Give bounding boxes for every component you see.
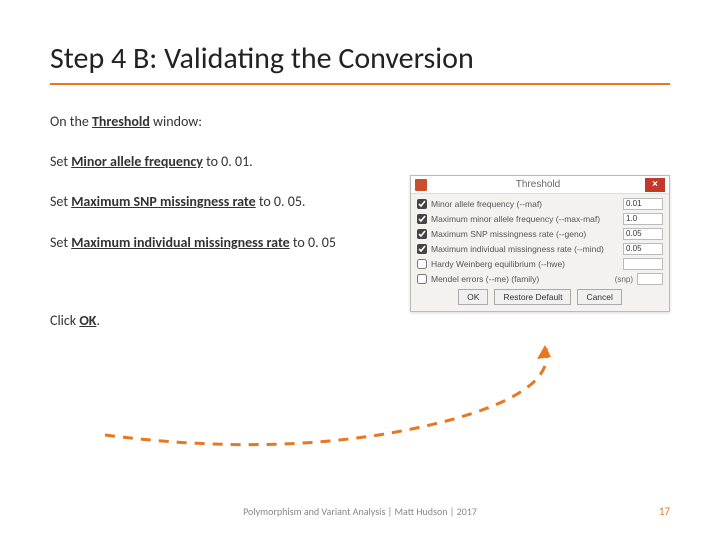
ok-button[interactable]: OK bbox=[458, 289, 488, 305]
slide-title: Step 4 B: Validating the Conversion bbox=[50, 40, 670, 77]
field-me-snp[interactable] bbox=[637, 273, 663, 285]
label: Minor allele frequency (--maf) bbox=[431, 199, 619, 209]
bold: Maximum SNP missingness rate bbox=[71, 193, 255, 210]
field-hwe[interactable] bbox=[623, 258, 663, 270]
text: to 0. 01. bbox=[203, 153, 253, 170]
instruction-intro: On the Threshold window: bbox=[50, 113, 390, 131]
threshold-dialog: Threshold × Minor allele frequency (--ma… bbox=[410, 175, 670, 312]
bold: OK bbox=[79, 312, 96, 329]
close-icon[interactable]: × bbox=[645, 178, 665, 192]
label: Hardy Weinberg equilibrium (--hwe) bbox=[431, 259, 619, 269]
title-underline bbox=[50, 83, 670, 85]
dialog-body: Minor allele frequency (--maf) 0.01 Maxi… bbox=[411, 194, 669, 311]
label: Maximum individual missingness rate (--m… bbox=[431, 244, 619, 254]
footer-text: Polymorphism and Variant Analysis | Matt… bbox=[0, 505, 720, 518]
sublabel-snp: (snp) bbox=[615, 275, 633, 284]
checkbox-mind[interactable] bbox=[417, 244, 427, 254]
text: to 0. 05 bbox=[290, 234, 336, 251]
text: Set bbox=[50, 193, 71, 210]
field-maxmaf[interactable]: 1.0 bbox=[623, 213, 663, 225]
page-number: 17 bbox=[659, 505, 670, 518]
label: Mendel errors (--me) (family) bbox=[431, 274, 611, 284]
field-maf[interactable]: 0.01 bbox=[623, 198, 663, 210]
text: Set bbox=[50, 153, 71, 170]
checkbox-me[interactable] bbox=[417, 274, 427, 284]
dialog-titlebar: Threshold × bbox=[411, 176, 669, 194]
row-hwe: Hardy Weinberg equilibrium (--hwe) bbox=[417, 258, 663, 270]
bold: Maximum individual missingness rate bbox=[71, 234, 290, 251]
bold: Threshold bbox=[92, 113, 150, 130]
label: Maximum SNP missingness rate (--geno) bbox=[431, 229, 619, 239]
instruction-4: Click OK. bbox=[50, 312, 390, 330]
bold: Minor allele frequency bbox=[71, 153, 203, 170]
label: Maximum minor allele frequency (--max-ma… bbox=[431, 214, 619, 224]
text: window: bbox=[150, 113, 202, 130]
field-mind[interactable]: 0.05 bbox=[623, 243, 663, 255]
app-icon bbox=[415, 179, 427, 191]
text: . bbox=[96, 312, 100, 329]
row-maxmaf: Maximum minor allele frequency (--max-ma… bbox=[417, 213, 663, 225]
checkbox-hwe[interactable] bbox=[417, 259, 427, 269]
text: On the bbox=[50, 113, 92, 130]
cancel-button[interactable]: Cancel bbox=[577, 289, 621, 305]
row-mind: Maximum individual missingness rate (--m… bbox=[417, 243, 663, 255]
restore-default-button[interactable]: Restore Default bbox=[494, 289, 571, 305]
checkbox-maxmaf[interactable] bbox=[417, 214, 427, 224]
instruction-3: Set Maximum individual missingness rate … bbox=[50, 234, 390, 252]
instruction-1: Set Minor allele frequency to 0. 01. bbox=[50, 153, 390, 171]
text: to 0. 05. bbox=[256, 193, 306, 210]
instruction-2: Set Maximum SNP missingness rate to 0. 0… bbox=[50, 193, 390, 211]
row-geno: Maximum SNP missingness rate (--geno) 0.… bbox=[417, 228, 663, 240]
dialog-buttons: OK Restore Default Cancel bbox=[417, 289, 663, 305]
row-me: Mendel errors (--me) (family) (snp) bbox=[417, 273, 663, 285]
text: Click bbox=[50, 312, 79, 329]
field-geno[interactable]: 0.05 bbox=[623, 228, 663, 240]
dialog-title: Threshold bbox=[431, 179, 645, 190]
text: Set bbox=[50, 234, 71, 251]
row-maf: Minor allele frequency (--maf) 0.01 bbox=[417, 198, 663, 210]
checkbox-geno[interactable] bbox=[417, 229, 427, 239]
checkbox-maf[interactable] bbox=[417, 199, 427, 209]
